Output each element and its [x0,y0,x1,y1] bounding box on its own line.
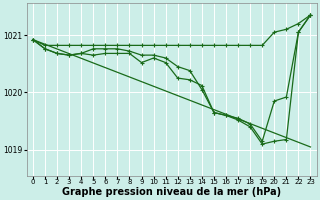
X-axis label: Graphe pression niveau de la mer (hPa): Graphe pression niveau de la mer (hPa) [62,187,281,197]
